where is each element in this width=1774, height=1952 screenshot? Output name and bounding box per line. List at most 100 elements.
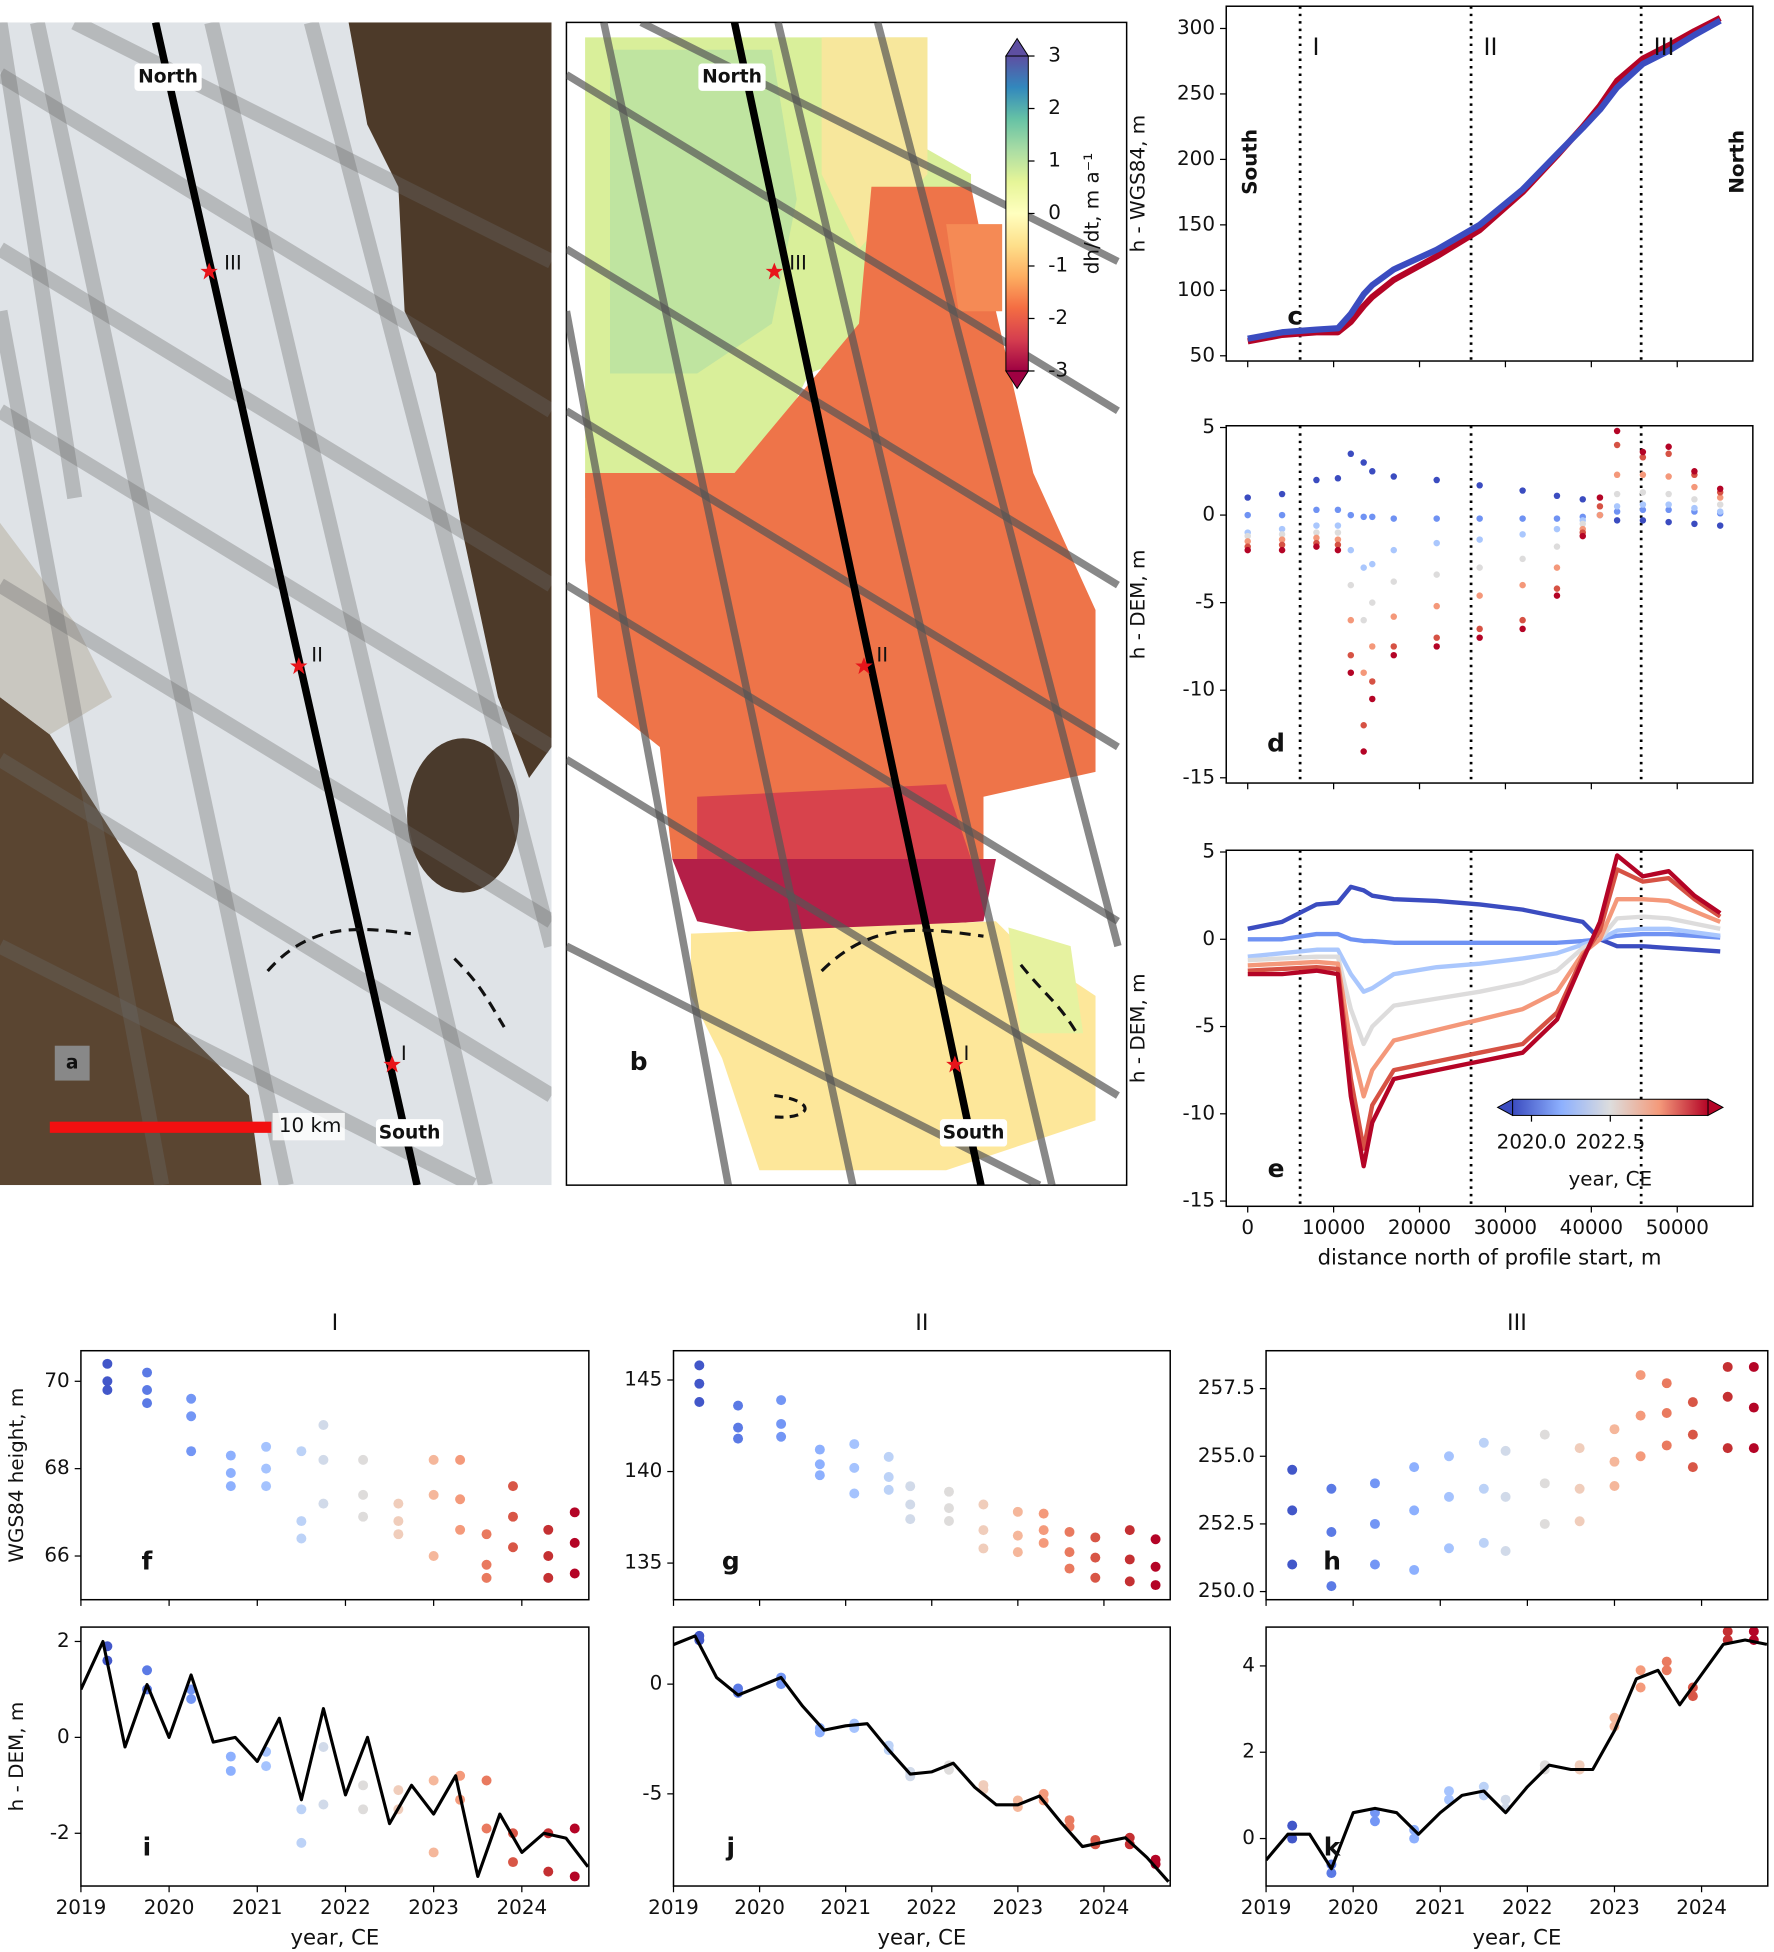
data-point xyxy=(1287,1820,1298,1831)
data-point xyxy=(905,1481,916,1492)
data-point xyxy=(1661,1378,1672,1389)
label-box xyxy=(54,1045,90,1081)
y-tick-label: 0 xyxy=(1242,1826,1255,1849)
y-tick-label: 5 xyxy=(1202,415,1215,438)
data-point xyxy=(978,1525,989,1536)
data-point xyxy=(1150,1561,1161,1572)
data-point xyxy=(569,1537,580,1548)
plot-area xyxy=(694,1360,1161,1591)
data-point xyxy=(1639,489,1647,496)
data-point xyxy=(1579,532,1586,540)
data-point xyxy=(1722,1443,1733,1454)
contour xyxy=(1019,963,1079,1035)
x-tick-label: 2021 xyxy=(232,1896,283,1919)
data-point xyxy=(186,1694,197,1704)
south-label: South xyxy=(943,1122,1005,1143)
y-tick-label: 0 xyxy=(1202,927,1215,950)
axes-frame xyxy=(1225,849,1754,1208)
data-point xyxy=(1476,634,1483,641)
data-point xyxy=(508,1511,518,1522)
site-label: III xyxy=(1654,33,1675,61)
data-point xyxy=(1478,1483,1489,1494)
data-point xyxy=(849,1488,860,1499)
site-label: I xyxy=(401,1042,407,1065)
data-point xyxy=(1409,1505,1420,1516)
data-point xyxy=(1360,748,1367,755)
data-point xyxy=(1500,1794,1511,1805)
panel-d: 5 0 -5 -10 -15 d h - DEM, m xyxy=(1127,415,1754,790)
colorbar-tick-label: -1 xyxy=(1048,253,1068,276)
data-point xyxy=(1244,494,1251,501)
y-tick-label: -10 xyxy=(1183,1101,1216,1124)
colorbar-tick-label: -3 xyxy=(1048,358,1068,381)
data-point xyxy=(1609,1424,1620,1435)
x-tick-label: 2024 xyxy=(1079,1896,1130,1919)
data-point xyxy=(1691,520,1698,528)
data-point xyxy=(1278,536,1286,543)
data-point xyxy=(225,1468,236,1478)
data-point xyxy=(1433,539,1440,547)
colorbar-tick-label: -2 xyxy=(1048,306,1068,329)
data-point xyxy=(1444,1543,1454,1554)
data-point xyxy=(1444,1451,1454,1462)
data-point xyxy=(543,1524,554,1535)
data-point xyxy=(358,1454,369,1465)
data-point xyxy=(1313,506,1320,514)
data-point xyxy=(508,1481,518,1492)
colorbar xyxy=(1005,55,1029,372)
data-point xyxy=(814,1444,825,1455)
data-point xyxy=(1539,1478,1550,1489)
data-point xyxy=(1369,468,1376,475)
data-point xyxy=(481,1572,492,1583)
data-point xyxy=(428,1454,439,1465)
data-point xyxy=(1124,1525,1135,1536)
data-point xyxy=(1553,492,1561,500)
data-point xyxy=(1244,511,1251,519)
data-point xyxy=(1244,538,1251,545)
data-point xyxy=(569,1507,580,1518)
data-point xyxy=(883,1472,894,1483)
data-point xyxy=(776,1395,787,1406)
x-tick-label: 2023 xyxy=(993,1896,1044,1919)
data-point xyxy=(1326,1527,1337,1538)
data-point xyxy=(1150,1580,1161,1591)
data-point xyxy=(1478,1437,1489,1448)
data-point xyxy=(1519,555,1526,563)
data-point xyxy=(1287,1559,1298,1570)
data-point xyxy=(318,1498,329,1509)
data-point xyxy=(569,1871,580,1882)
data-point xyxy=(1661,1665,1672,1676)
data-point xyxy=(358,1489,369,1500)
axes-frame xyxy=(1225,425,1754,784)
data-point xyxy=(905,1514,916,1525)
data-point xyxy=(455,1454,466,1465)
data-point xyxy=(186,1446,197,1457)
y-axis-label: h - DEM, m xyxy=(5,1702,28,1812)
y-tick-label: -5 xyxy=(1195,590,1215,613)
data-point xyxy=(1313,529,1320,536)
data-point xyxy=(1665,443,1672,451)
data-point xyxy=(1476,536,1483,543)
data-point xyxy=(1716,485,1724,493)
data-point xyxy=(1639,448,1647,456)
data-point xyxy=(1369,643,1376,650)
y-tick-label: -5 xyxy=(1195,1014,1215,1037)
data-point xyxy=(1278,525,1286,533)
data-point xyxy=(978,1543,989,1554)
data-point xyxy=(1369,695,1376,703)
plot-area xyxy=(1287,1361,1759,1592)
data-point xyxy=(1369,513,1376,521)
data-point xyxy=(1639,454,1647,461)
dhdt-area xyxy=(690,921,1096,1171)
data-point xyxy=(1635,1665,1646,1676)
panel-label: k xyxy=(1324,1833,1342,1862)
data-point xyxy=(296,1837,307,1848)
data-point xyxy=(1360,564,1367,571)
data-point xyxy=(1722,1361,1733,1372)
data-point xyxy=(1369,1559,1380,1570)
data-point xyxy=(1665,490,1672,498)
data-point xyxy=(1334,541,1342,549)
data-point xyxy=(1478,1781,1489,1792)
data-point xyxy=(1124,1839,1135,1850)
